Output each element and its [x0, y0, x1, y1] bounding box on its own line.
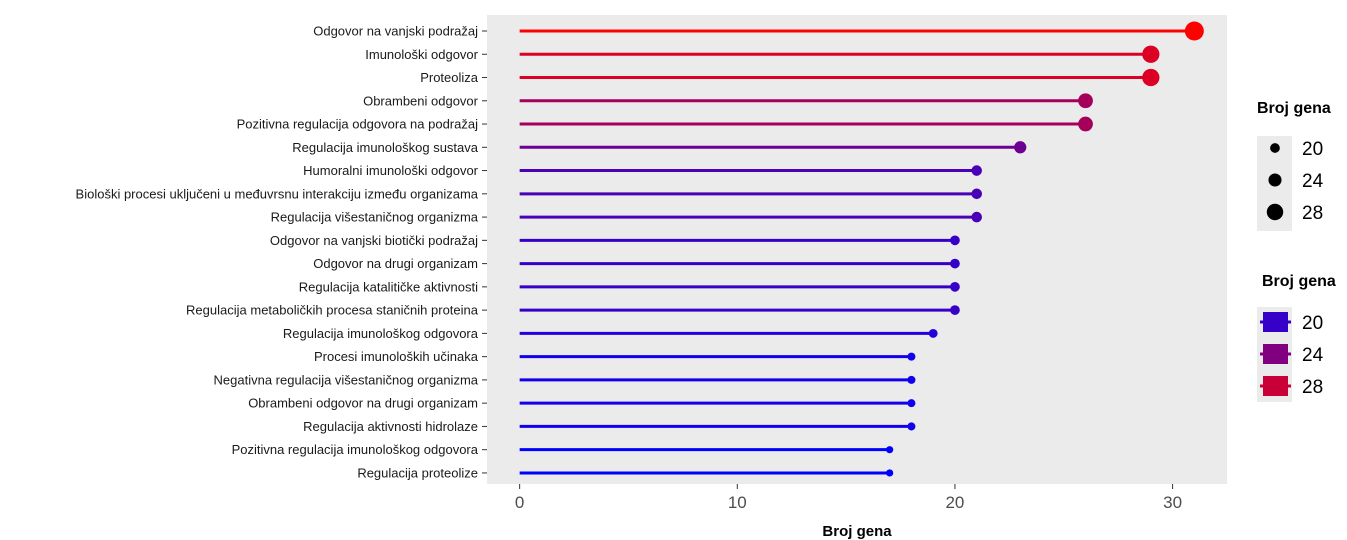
panel-background [487, 15, 1227, 484]
lollipop-point [1184, 21, 1204, 41]
legend-color: Broj gena 20 24 28 [1257, 273, 1336, 402]
lollipop-point [1014, 141, 1027, 154]
category-labels: Odgovor na vanjski podražaj Imunološki od… [76, 24, 487, 480]
legend-color-label: 24 [1302, 345, 1324, 366]
lollipop-point [971, 211, 982, 223]
category-label: Biološki procesi uključeni u međuvrsnu i… [76, 186, 479, 201]
lollipop-point [971, 188, 982, 200]
category-label: Regulacija višestaničnog organizma [271, 210, 479, 225]
category-label: Pozitivna regulacija odgovora na podraža… [237, 117, 478, 132]
lollipop-point [907, 352, 916, 361]
x-tick-label: 20 [945, 493, 964, 512]
lollipop-point [928, 328, 938, 338]
lollipop-point [1142, 68, 1160, 87]
legend-size-label: 20 [1302, 139, 1323, 160]
lollipop-stems [519, 29, 1195, 475]
category-label: Negativna regulacija višestaničnog organ… [214, 372, 479, 387]
lollipop-point [1078, 116, 1093, 132]
category-label: Obrambeni odgovor na drugi organizam [248, 396, 478, 411]
lollipop-point [907, 422, 916, 431]
lollipop-points [886, 21, 1204, 477]
legend-size: Broj gena 20 24 28 [1257, 100, 1331, 231]
lollipop-point [1142, 45, 1160, 63]
plot-panel [487, 15, 1227, 484]
category-label: Humoralni imunološki odgovor [303, 163, 479, 178]
x-axis-title: Broj gena [822, 523, 892, 540]
legend-color-label: 28 [1302, 377, 1323, 398]
legend-color-point [1267, 378, 1283, 394]
lollipop-point [950, 305, 960, 315]
lollipop-point [971, 165, 982, 176]
x-tick-label: 30 [1163, 493, 1182, 512]
category-label: Regulacija metaboličkih procesa stanični… [186, 303, 479, 318]
category-label: Regulacija katalitičke aktivnosti [299, 279, 478, 294]
legend-color-label: 20 [1302, 313, 1323, 334]
legend-color-point [1267, 314, 1283, 330]
legend-size-key [1266, 203, 1284, 221]
category-label: Obrambeni odgovor [363, 93, 479, 108]
category-label: Procesi imunoloških učinaka [314, 349, 479, 364]
category-label: Odgovor na drugi organizam [313, 256, 478, 271]
lollipop-point [907, 399, 916, 408]
category-label: Regulacija proteolize [357, 465, 478, 480]
legend-color-point [1267, 346, 1283, 362]
x-tick-label: 10 [728, 493, 747, 512]
lollipop-point [886, 469, 894, 477]
x-tick-label: 0 [515, 493, 524, 512]
lollipop-point [886, 446, 894, 454]
legend-size-title: Broj gena [1257, 100, 1331, 117]
category-label: Imunološki odgovor [365, 47, 478, 62]
legend-color-title: Broj gena [1262, 273, 1336, 290]
lollipop-point [950, 282, 960, 292]
lollipop-point [950, 235, 960, 246]
category-label: Odgovor na vanjski biotički podražaj [270, 233, 478, 248]
lollipop-point [950, 258, 960, 269]
category-label: Regulacija imunološkog odgovora [283, 326, 479, 341]
legend-size-label: 24 [1302, 171, 1324, 192]
lollipop-point [907, 375, 916, 384]
x-axis: 0 10 20 30 [515, 484, 1182, 512]
category-label: Proteoliza [420, 70, 479, 85]
lollipop-point [1078, 93, 1093, 109]
category-label: Regulacija aktivnosti hidrolaze [303, 419, 478, 434]
legend-size-label: 28 [1302, 203, 1323, 224]
category-label: Odgovor na vanjski podražaj [313, 24, 478, 39]
category-label: Regulacija imunološkog sustava [292, 140, 478, 155]
legend-size-key [1270, 143, 1280, 153]
category-label: Pozitivna regulacija imunološkog odgovor… [232, 442, 479, 457]
legend-size-key [1268, 173, 1282, 187]
